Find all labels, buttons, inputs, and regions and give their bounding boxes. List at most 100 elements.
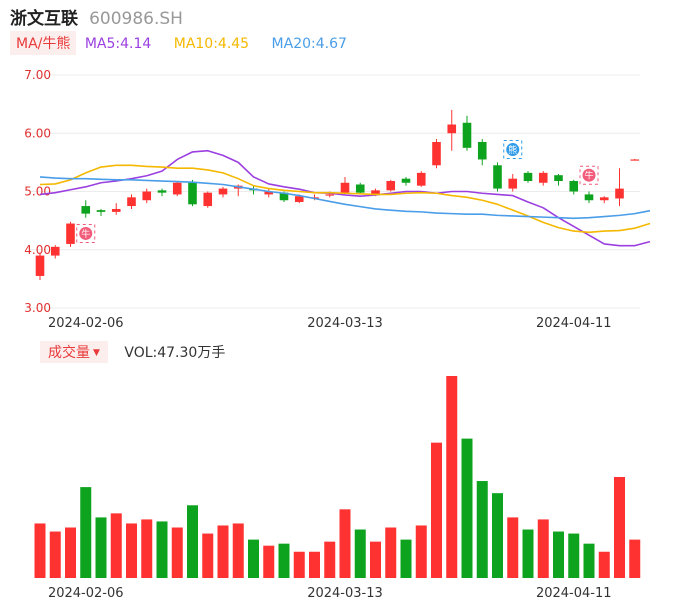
candle[interactable] xyxy=(416,171,426,187)
volume-bar[interactable] xyxy=(309,551,320,578)
candle[interactable] xyxy=(218,186,228,198)
volume-date-labels: 2024-02-06 2024-03-13 2024-04-11 xyxy=(48,586,612,601)
price-date-labels: 2024-02-06 2024-03-13 2024-04-11 xyxy=(48,316,612,331)
candle[interactable] xyxy=(340,176,350,195)
volume-bar[interactable] xyxy=(461,438,473,578)
candle[interactable] xyxy=(493,162,502,192)
volume-value: VOL:47.30万手 xyxy=(124,345,226,361)
bull-marker-icon[interactable]: 牛 xyxy=(579,165,599,185)
candle[interactable] xyxy=(538,171,548,186)
candle[interactable] xyxy=(81,200,91,218)
dropdown-arrow-icon: ▼ xyxy=(93,348,100,358)
volume-bar[interactable] xyxy=(80,487,92,578)
x-tick-label: 2024-04-11 xyxy=(536,586,612,601)
volume-bar[interactable] xyxy=(431,442,442,578)
candle[interactable] xyxy=(66,221,75,247)
ma5-line xyxy=(39,149,651,247)
svg-text:牛: 牛 xyxy=(584,170,593,182)
candle[interactable] xyxy=(127,194,136,209)
volume-bar[interactable] xyxy=(476,481,488,578)
candle[interactable] xyxy=(554,174,563,186)
candle[interactable] xyxy=(508,174,518,192)
ma5-label: MA5:4.14 xyxy=(84,36,152,52)
ma20-line xyxy=(39,176,651,220)
candle[interactable] xyxy=(35,252,45,281)
volume-bar[interactable] xyxy=(248,539,259,578)
volume-bar[interactable] xyxy=(598,551,610,578)
ma10-label: MA10:4.45 xyxy=(173,36,250,52)
stock-name: 浙文互联 xyxy=(10,9,78,29)
volume-bar[interactable] xyxy=(400,539,412,578)
candle[interactable] xyxy=(447,109,457,151)
volume-bar[interactable] xyxy=(293,551,305,578)
candle[interactable] xyxy=(50,245,60,259)
volume-bar[interactable] xyxy=(156,521,168,578)
volume-indicator-button[interactable]: 成交量 ▼ xyxy=(40,341,108,363)
svg-text:熊: 熊 xyxy=(508,144,517,156)
volume-bar[interactable] xyxy=(553,531,564,578)
candle[interactable] xyxy=(355,182,365,195)
candle[interactable] xyxy=(111,203,121,215)
volume-bar[interactable] xyxy=(614,477,625,578)
x-tick-label: 2024-03-13 xyxy=(307,316,383,331)
candle[interactable] xyxy=(630,158,640,161)
volume-bar[interactable] xyxy=(49,531,61,578)
candle[interactable] xyxy=(386,179,396,192)
candle[interactable] xyxy=(203,191,213,208)
volume-bar[interactable] xyxy=(339,509,351,578)
candle[interactable] xyxy=(401,176,411,186)
candle[interactable] xyxy=(432,139,441,169)
candle[interactable] xyxy=(188,179,197,207)
volume-bar[interactable] xyxy=(507,517,519,578)
volume-bar[interactable] xyxy=(263,545,275,578)
volume-bar[interactable] xyxy=(95,517,107,578)
candle[interactable] xyxy=(477,139,487,166)
volume-bar[interactable] xyxy=(522,529,534,578)
candle[interactable] xyxy=(96,208,106,216)
candle[interactable] xyxy=(584,191,594,204)
candle[interactable] xyxy=(569,179,579,195)
volume-bar[interactable] xyxy=(324,541,336,578)
volume-bar[interactable] xyxy=(171,527,183,579)
volume-bar[interactable] xyxy=(370,541,381,578)
volume-bar[interactable] xyxy=(583,543,595,578)
ma-mode-button[interactable]: MA/牛熊 xyxy=(10,31,77,55)
x-tick-label: 2024-04-11 xyxy=(536,316,612,331)
candle[interactable] xyxy=(172,181,182,197)
volume-bar[interactable] xyxy=(537,519,549,578)
volume-bar[interactable] xyxy=(65,527,76,579)
candle[interactable] xyxy=(599,196,609,204)
volume-bar[interactable] xyxy=(568,533,580,578)
volume-bar[interactable] xyxy=(110,513,122,578)
candle[interactable] xyxy=(523,171,533,183)
volume-bar[interactable] xyxy=(354,529,366,578)
price-axis-labels: 7.00 6.00 5.00 4.00 3.00 xyxy=(24,68,51,315)
volume-bar[interactable] xyxy=(446,376,458,578)
volume-bar[interactable] xyxy=(232,523,244,578)
volume-bar[interactable] xyxy=(126,523,137,578)
volume-bar[interactable] xyxy=(187,505,198,578)
volume-bar[interactable] xyxy=(217,525,229,578)
volume-bars xyxy=(34,376,641,579)
volume-bar[interactable] xyxy=(202,533,214,578)
volume-bar[interactable] xyxy=(492,493,503,578)
bull-marker-icon[interactable]: 牛 xyxy=(76,223,96,243)
candle[interactable] xyxy=(142,188,152,204)
y-tick-label: 6.00 xyxy=(24,126,51,140)
volume-bar[interactable] xyxy=(34,523,46,578)
candle[interactable] xyxy=(462,115,472,151)
candle[interactable] xyxy=(264,188,274,198)
candle[interactable] xyxy=(157,188,167,197)
volume-bar[interactable] xyxy=(415,525,427,578)
volume-bar[interactable] xyxy=(141,519,153,578)
volume-bar[interactable] xyxy=(278,543,290,578)
volume-bar[interactable] xyxy=(385,527,397,579)
bear-marker-icon[interactable]: 熊 xyxy=(503,140,523,160)
volume-bar[interactable] xyxy=(629,539,641,578)
y-tick-label: 5.00 xyxy=(24,185,51,199)
y-tick-label: 7.00 xyxy=(24,68,51,82)
svg-text:牛: 牛 xyxy=(81,228,90,240)
candle[interactable] xyxy=(615,168,624,207)
ma10-line xyxy=(39,164,651,234)
